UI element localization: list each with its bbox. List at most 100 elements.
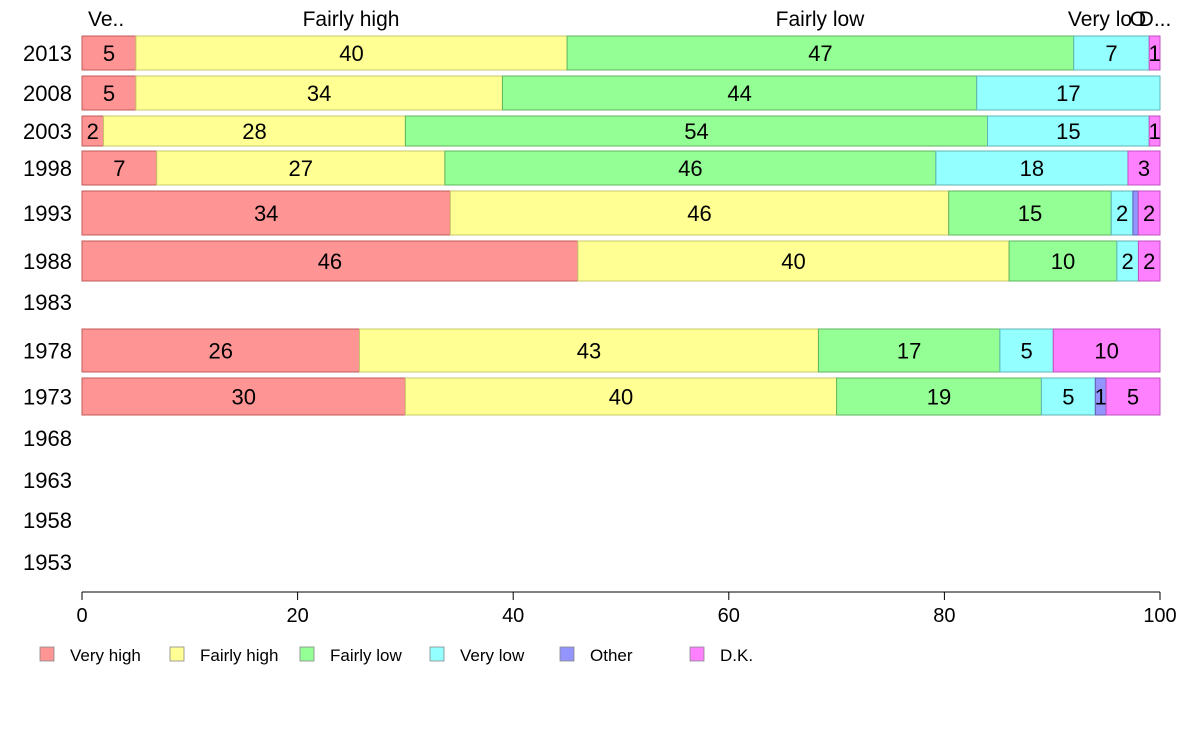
data-label: 19 (927, 385, 951, 410)
data-label: 17 (1056, 81, 1080, 106)
data-label: 5 (1020, 339, 1032, 364)
data-label: 34 (254, 201, 278, 226)
x-tick-label: 0 (76, 605, 87, 627)
data-label: 17 (897, 339, 921, 364)
bar-segment (817, 328, 1001, 373)
x-tick-label: 40 (502, 605, 524, 627)
top-series-label: O (1130, 8, 1146, 31)
data-label: 40 (609, 385, 633, 410)
bar-segment (1132, 190, 1139, 236)
legend-label: Fairly high (200, 646, 278, 665)
bar-segment (1052, 328, 1161, 373)
data-label: 54 (684, 119, 708, 144)
bar-segment (81, 240, 579, 282)
data-label: 18 (1020, 156, 1044, 181)
data-label: 15 (1056, 119, 1080, 144)
top-series-label: Fairly low (776, 8, 866, 31)
top-series-label: Very lo (1068, 8, 1132, 31)
data-label: 43 (577, 339, 601, 364)
data-label: 2 (1116, 201, 1128, 226)
data-label: 2 (1143, 201, 1155, 226)
data-label: 34 (307, 81, 331, 106)
top-series-label: D... (1139, 8, 1172, 31)
bar-segment (444, 150, 937, 186)
legend-swatch (559, 646, 575, 662)
data-label: 2 (1143, 249, 1155, 274)
x-tick-label: 100 (1143, 605, 1176, 627)
year-label: 1978 (23, 339, 72, 364)
legend-swatch (689, 646, 705, 662)
data-label: 46 (678, 156, 702, 181)
data-label: 46 (318, 249, 342, 274)
year-label: 1963 (23, 468, 72, 493)
bar-segment (1105, 377, 1161, 416)
bar-segment (103, 115, 406, 147)
data-label: 28 (242, 119, 266, 144)
bar-segment (999, 328, 1054, 373)
data-label: 10 (1051, 249, 1075, 274)
bar-segment (81, 150, 158, 186)
data-label: 1 (1095, 385, 1107, 410)
data-label: 2 (1122, 249, 1134, 274)
bar-segment (987, 115, 1150, 147)
bar-segment (1137, 190, 1161, 236)
data-label: 5 (1062, 385, 1074, 410)
year-label: 1988 (23, 249, 72, 274)
legend-swatch (169, 646, 185, 662)
bar-segment (404, 115, 989, 147)
bar-segment (501, 75, 978, 111)
data-label: 47 (808, 41, 832, 66)
data-label: 1 (1148, 41, 1160, 66)
bar-segment (1148, 35, 1161, 71)
bar-segment (1008, 240, 1118, 282)
bar-segment (577, 240, 1010, 282)
bar-segment (81, 190, 451, 236)
top-series-label: Ve.. (88, 8, 124, 31)
data-label: 46 (687, 201, 711, 226)
year-label: 1983 (23, 290, 72, 315)
data-label: 5 (103, 41, 115, 66)
bar-segment (1148, 115, 1161, 147)
data-label: 10 (1094, 339, 1118, 364)
data-label: 44 (727, 81, 751, 106)
bar-segment (404, 377, 838, 416)
legend-label: Other (590, 646, 633, 665)
bar-segment (1127, 150, 1161, 186)
legend-label: Very high (70, 646, 141, 665)
legend-swatch (429, 646, 445, 662)
data-label: 3 (1138, 156, 1150, 181)
year-label: 2008 (23, 81, 72, 106)
bar-segment (156, 150, 446, 186)
year-label: 1953 (23, 550, 72, 575)
legend-swatch (39, 646, 55, 662)
legend-label: D.K. (720, 646, 753, 665)
year-label: 2003 (23, 119, 72, 144)
bar-segment (1137, 240, 1161, 282)
data-label: 30 (231, 385, 255, 410)
data-label: 2 (87, 119, 99, 144)
bar-segment (948, 190, 1112, 236)
bar-segment (1040, 377, 1096, 416)
year-label: 1973 (23, 385, 72, 410)
data-label: 5 (103, 81, 115, 106)
bar-segment (976, 75, 1161, 111)
year-label: 1993 (23, 201, 72, 226)
legend-swatch (299, 646, 315, 662)
bar-segment (81, 75, 137, 111)
bar-segment (135, 35, 568, 71)
data-label: 40 (781, 249, 805, 274)
legend-label: Very low (460, 646, 525, 665)
year-label: 1968 (23, 426, 72, 451)
legend-label: Fairly low (330, 646, 403, 665)
data-label: 7 (113, 156, 125, 181)
year-label: 1998 (23, 156, 72, 181)
data-label: 15 (1018, 201, 1042, 226)
x-tick-label: 80 (933, 605, 955, 627)
data-label: 1 (1148, 119, 1160, 144)
bar-segment (135, 75, 503, 111)
year-label: 1958 (23, 508, 72, 533)
bar-segment (836, 377, 1042, 416)
year-label: 2013 (23, 41, 72, 66)
data-label: 26 (209, 339, 233, 364)
